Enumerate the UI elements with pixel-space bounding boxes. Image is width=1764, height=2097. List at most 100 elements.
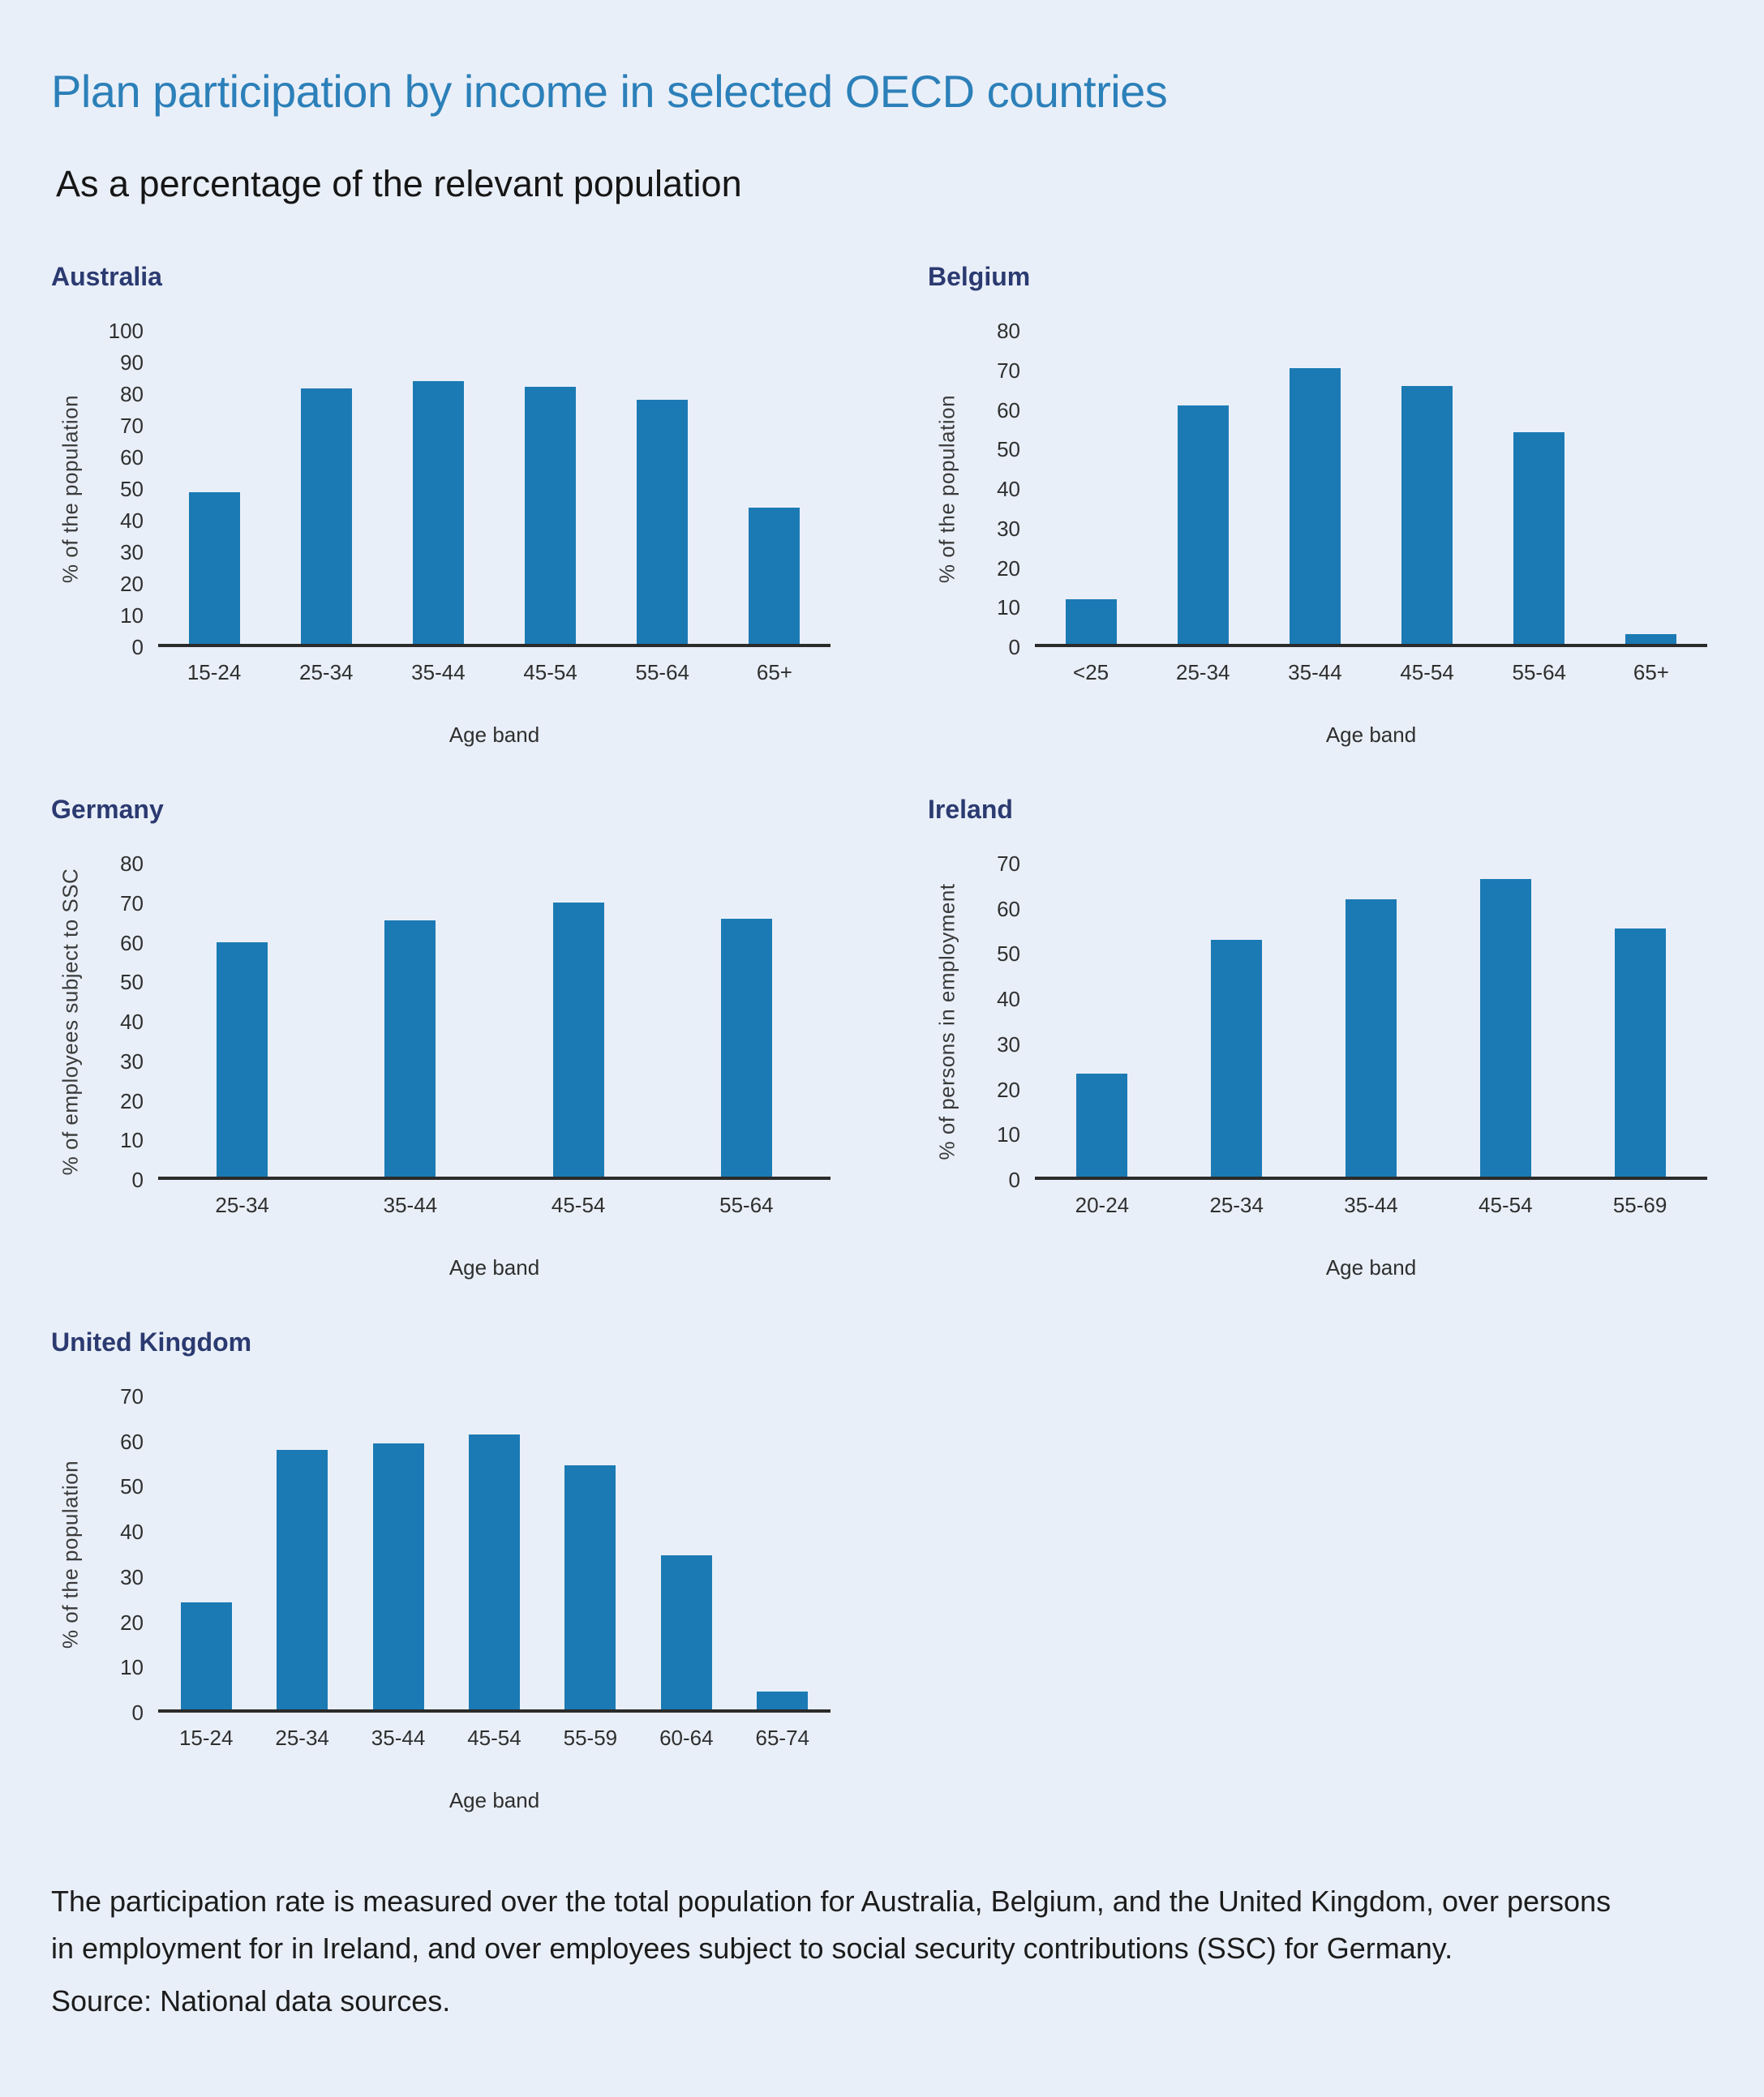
x-axis-label: Age band — [449, 1255, 540, 1280]
source-note: Source: National data sources. — [51, 1984, 451, 2018]
plot-area — [158, 1396, 830, 1713]
x-tick-label: 55-64 — [719, 1193, 774, 1217]
y-axis-ticks: 0 10 20 30 40 50 60 70 80 — [90, 853, 158, 1190]
footnote: The participation rate is measured over … — [51, 1885, 1612, 1965]
bar-55-59 — [564, 1465, 616, 1709]
x-tick-label: 25-34 — [1176, 660, 1230, 684]
y-tick-label: 90 — [120, 350, 144, 375]
bar-slot — [1483, 331, 1595, 644]
chart-main: 0 10 20 30 40 50 60 70 80 25-34 35-44 45-54 55-64 Age… — [90, 853, 830, 1280]
y-axis-label: % of persons in employment — [934, 883, 959, 1160]
y-tick-label: 80 — [120, 851, 144, 876]
x-tick-label: 65+ — [1633, 660, 1669, 684]
y-axis-label-column: % of the population — [51, 1396, 90, 1713]
chart-body: % of the population 0 10 20 30 40 50 60 70 80 <25 2… — [928, 320, 1707, 748]
x-tick-label: 55-64 — [1512, 660, 1567, 684]
y-axis-label-column: % of the population — [928, 331, 967, 647]
bar-slot — [1259, 331, 1371, 644]
bar-15-24 — [188, 491, 240, 644]
chart-ireland: Ireland % of persons in employment 0 10 20 30… — [928, 795, 1707, 1280]
bar-35-44 — [1289, 367, 1341, 644]
chart-germany: Germany % of employees subject to SSC 0 10 2… — [51, 795, 830, 1280]
bar-slot — [158, 1396, 254, 1709]
y-tick-label: 40 — [997, 987, 1020, 1012]
bar-slot — [350, 1396, 446, 1709]
chart-main: 0 10 20 30 40 50 60 70 20-24 25-34 35-44 45-54 55-69… — [967, 853, 1707, 1280]
chart-body: % of the population 0 10 20 30 40 50 60 70 15-24 2… — [51, 1386, 830, 1813]
bar-35-44 — [412, 380, 464, 644]
y-tick-label: 60 — [120, 930, 144, 955]
bar-slot — [158, 864, 326, 1177]
plot-area — [1035, 864, 1707, 1180]
bar-35-44 — [384, 920, 436, 1177]
bar-45-54 — [552, 903, 604, 1177]
x-tick-label: 45-54 — [467, 1726, 521, 1750]
y-tick-label: 10 — [120, 1128, 144, 1153]
bar-65 — [1625, 633, 1677, 644]
y-tick-label: 40 — [120, 1520, 144, 1545]
x-tick-label: 45-54 — [523, 660, 577, 684]
bar-25-34 — [217, 941, 268, 1177]
x-axis-ticks: <25 25-34 35-44 45-54 55-64 65+ — [1035, 647, 1707, 685]
axis-area: 0 10 20 30 40 50 60 70 — [90, 1386, 830, 1723]
y-tick-label: 50 — [120, 970, 144, 995]
y-tick-label: 70 — [120, 1384, 144, 1409]
y-tick-label: 0 — [131, 635, 144, 659]
footer: The participation rate is measured over … — [51, 1878, 1707, 2018]
x-tick-label: 45-54 — [1400, 660, 1454, 684]
x-tick-label: 35-44 — [383, 1193, 438, 1217]
y-tick-label: 50 — [997, 437, 1020, 462]
y-axis-ticks: 0 10 20 30 40 50 60 70 — [967, 853, 1035, 1190]
y-axis-label-column: % of employees subject to SSC — [51, 864, 90, 1180]
bar-45-54 — [1479, 879, 1531, 1177]
bar-slot — [1035, 864, 1170, 1177]
y-axis-ticks: 0 10 20 30 40 50 60 70 80 90 100 — [90, 320, 158, 658]
bar-45-54 — [468, 1434, 520, 1709]
bar-25-34 — [1211, 939, 1263, 1177]
chart-body: % of the population 0 10 20 30 40 50 60 70 80 90 10… — [51, 320, 830, 748]
y-tick-label: 70 — [120, 414, 144, 438]
y-tick-label: 50 — [120, 477, 144, 501]
bar-slot — [446, 1396, 542, 1709]
axis-area: 0 10 20 30 40 50 60 70 80 — [90, 853, 830, 1190]
x-tick-label: 65-74 — [755, 1726, 809, 1750]
y-tick-label: 30 — [120, 540, 144, 564]
y-tick-label: 40 — [997, 477, 1020, 501]
bar-65 — [749, 508, 800, 644]
y-tick-label: 40 — [120, 1010, 144, 1034]
bar-slot — [495, 864, 663, 1177]
chart-main: 0 10 20 30 40 50 60 70 80 90 100 15-24 25-34 35-44 45-… — [90, 320, 830, 748]
page-subtitle: As a percentage of the relevant populati… — [56, 163, 742, 204]
chart-body: % of persons in employment 0 10 20 30 40 50 60 7… — [928, 853, 1707, 1280]
chart-belgium: Belgium % of the population 0 10 20 30 40 50 60 7… — [928, 262, 1707, 748]
y-tick-label: 0 — [1008, 1168, 1020, 1192]
y-tick-label: 70 — [997, 358, 1020, 383]
chart-main: 0 10 20 30 40 50 60 70 80 <25 25-34 35-44 45-54 55-64… — [967, 320, 1707, 748]
y-tick-label: 80 — [997, 319, 1020, 343]
x-axis-ticks: 15-24 25-34 35-44 45-54 55-64 65+ — [158, 647, 830, 685]
bar-45-54 — [1401, 385, 1453, 644]
y-axis-ticks: 0 10 20 30 40 50 60 70 80 — [967, 320, 1035, 658]
x-axis-ticks: 20-24 25-34 35-44 45-54 55-69 — [1035, 1180, 1707, 1218]
bar-slot — [158, 331, 270, 644]
y-tick-label: 20 — [120, 1610, 144, 1635]
chart-title: United Kingdom — [51, 1327, 252, 1357]
y-axis-ticks: 0 10 20 30 40 50 60 70 — [90, 1386, 158, 1723]
bar-slot — [607, 331, 719, 644]
y-tick-label: 70 — [997, 851, 1020, 876]
y-tick-label: 30 — [120, 1564, 144, 1589]
plot-area — [158, 864, 830, 1180]
x-tick-label: 35-44 — [411, 660, 466, 684]
chart-united-kingdom: United Kingdom % of the population 0 10 20 30… — [51, 1327, 830, 1813]
x-axis-label: Age band — [449, 1788, 540, 1812]
bar-slot — [1371, 331, 1483, 644]
x-tick-label: 35-44 — [1344, 1193, 1398, 1217]
bar-slot — [1147, 331, 1259, 644]
bar-slot — [254, 1396, 350, 1709]
chart-title: Australia — [51, 262, 162, 291]
y-tick-label: 0 — [131, 1700, 144, 1725]
y-tick-label: 60 — [120, 445, 144, 470]
bar-35-44 — [372, 1443, 424, 1709]
x-tick-label: 45-54 — [551, 1193, 606, 1217]
bar-55-64 — [637, 399, 689, 644]
